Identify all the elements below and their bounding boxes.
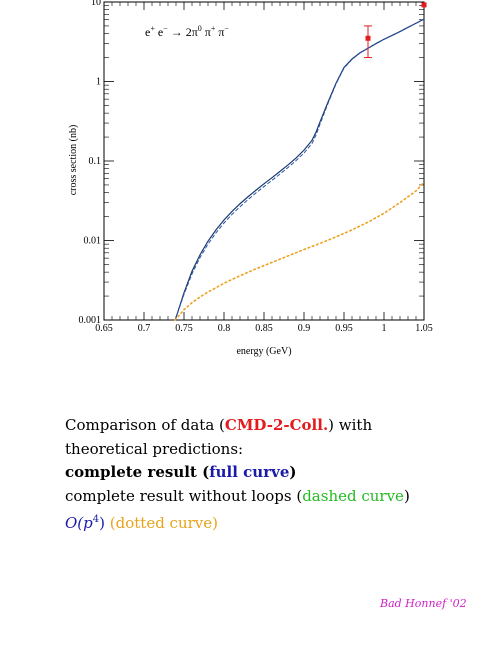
caption-data-label: CMD-2-Coll. <box>224 416 329 434</box>
x-tick-label: 0.9 <box>298 323 311 334</box>
chart-curves <box>174 18 425 321</box>
y-tick-label: 1 <box>96 77 101 88</box>
x-tick-label: 0.65 <box>95 323 113 334</box>
reaction-annotation: e+ e− → 2π0 π+ π− <box>145 24 229 39</box>
caption-complete-result: complete result ( <box>65 463 210 481</box>
caption-dotted-curve: dotted curve <box>115 514 213 532</box>
x-tick-label: 0.75 <box>175 323 193 334</box>
x-axis-title: energy (GeV) <box>236 346 291 357</box>
caption: Comparison of data (CMD-2-Coll.) with th… <box>65 414 410 536</box>
chart-axes: 0.65 0.7 0.75 0.8 0.85 0.9 0.95 1 1.05 0.001 0.01 0… <box>79 0 433 334</box>
reaction-sup-minus: − <box>163 24 168 33</box>
caption-full-curve: full curve <box>209 463 290 481</box>
caption-open-paren-5: ( <box>105 514 116 532</box>
y-tick-label: 10 <box>91 0 101 8</box>
caption-line-2: theoretical predictions: <box>65 439 244 458</box>
caption-without-loops: complete result without loops ( <box>65 486 303 505</box>
reaction-e1: e <box>145 25 150 39</box>
x-tick-label: 0.7 <box>138 323 151 334</box>
x-tick-label: 0.8 <box>218 323 231 334</box>
data-point-marker <box>421 2 427 8</box>
caption-with-text: ) with <box>328 416 373 434</box>
caption-line-3: complete result (full curve) <box>65 461 410 485</box>
dotted-curve <box>174 181 425 321</box>
reaction-sup-plus2: + <box>211 24 216 33</box>
reaction-pi-plus: π <box>202 25 211 39</box>
caption-order-p4: O(p4) <box>65 514 105 532</box>
x-tick-label: 0.95 <box>335 323 353 334</box>
signature: Bad Honnef '02 <box>380 597 467 610</box>
dashed-curve <box>174 18 425 321</box>
reaction-pi-minus: π <box>215 25 224 39</box>
y-tick-label: 0.01 <box>84 236 102 247</box>
caption-line-4: complete result without loops (dashed cu… <box>65 485 410 509</box>
caption-close-paren-5: ) <box>212 514 219 532</box>
reaction-sup-zero: 0 <box>198 24 202 33</box>
caption-comparison-text: Comparison of data ( <box>65 416 225 434</box>
chart-data-points <box>364 2 427 59</box>
caption-line-1: Comparison of data (CMD-2-Coll.) with <box>65 414 410 438</box>
caption-close-paren-4: ) <box>403 486 410 505</box>
caption-op-exponent: 4 <box>92 514 100 525</box>
data-point-marker <box>365 35 371 41</box>
plot-frame <box>103 1 425 321</box>
y-tick-label: 0.001 <box>79 315 102 326</box>
caption-close-paren-3: ) <box>289 463 297 481</box>
y-axis-title: cross section (nb) <box>68 125 79 196</box>
reaction-arrow-pi: → 2π <box>168 25 198 39</box>
x-tick-label: 1 <box>382 323 387 334</box>
reaction-sup-minus2: − <box>224 24 229 33</box>
full-curve <box>174 18 425 321</box>
reaction-e2: e <box>155 25 163 39</box>
caption-line-5: O(p4) (dotted curve) <box>65 508 410 536</box>
x-tick-label: 1.05 <box>415 323 433 334</box>
cross-section-chart: 0.65 0.7 0.75 0.8 0.85 0.9 0.95 1 1.05 0.001 0.01 0… <box>68 0 433 357</box>
caption-op-text: O(p <box>65 514 93 532</box>
caption-dashed-curve: dashed curve <box>302 486 404 505</box>
caption-op-close: ) <box>99 514 105 532</box>
reaction-sup-plus: + <box>150 24 155 33</box>
y-tick-label: 0.1 <box>89 156 102 167</box>
x-tick-label: 0.85 <box>255 323 273 334</box>
